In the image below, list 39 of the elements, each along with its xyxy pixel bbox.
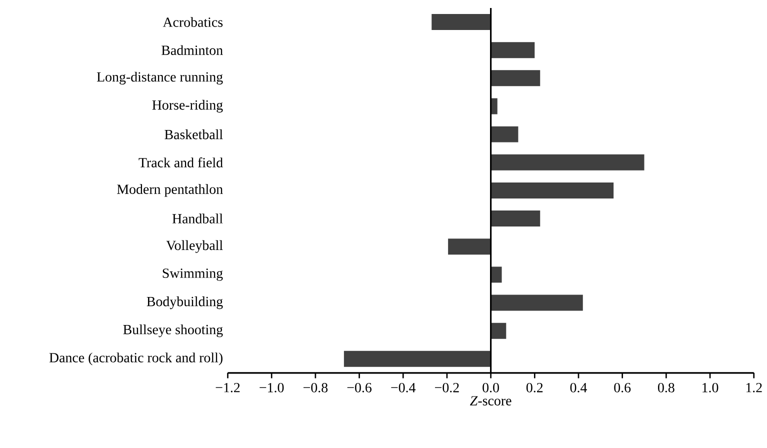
bar — [448, 238, 491, 255]
x-tick-label: −1.0 — [260, 383, 284, 393]
y-tick-label: Volleyball — [166, 240, 223, 254]
bar — [490, 182, 614, 199]
y-tick-label: Handball — [172, 214, 223, 224]
x-tick-label: 0.2 — [526, 383, 543, 393]
x-tick-label: −0.2 — [435, 383, 459, 393]
bar — [490, 154, 644, 171]
x-tick-label: 0.0 — [482, 383, 499, 393]
bar — [490, 323, 506, 340]
bar — [490, 210, 540, 227]
x-tick-label: 0.6 — [614, 383, 631, 393]
y-tick-label: Modern pentathlon — [117, 184, 223, 198]
y-tick-label: Dance (acrobatic rock and roll) — [49, 352, 222, 366]
y-tick-label: Track and field — [138, 158, 223, 168]
x-tick-label: 1.0 — [702, 383, 718, 393]
x-tick-label: −0.8 — [303, 383, 328, 393]
x-tick-label: −1.2 — [216, 383, 240, 393]
bar — [432, 14, 491, 30]
y-tick-label: Bodybuilding — [146, 296, 223, 310]
bar — [344, 351, 491, 368]
y-tick-label: Long-distance running — [96, 72, 223, 85]
x-tick-label: −0.6 — [347, 383, 372, 393]
bar — [490, 266, 502, 283]
x-tick-label: 0.8 — [658, 383, 674, 393]
y-tick-label: Acrobatics — [162, 17, 223, 28]
x-tick-label: 1.2 — [746, 383, 762, 393]
x-tick-label: −0.4 — [391, 383, 416, 393]
y-tick-label: Horse-riding — [152, 100, 223, 113]
y-tick-label: Bullseye shooting — [123, 324, 223, 338]
bar — [490, 70, 540, 86]
x-tick-label: 0.4 — [570, 383, 587, 393]
bar — [490, 294, 583, 311]
bar — [490, 126, 518, 143]
y-tick-label: Basketball — [164, 130, 223, 140]
y-tick-label: Badminton — [162, 45, 223, 56]
y-tick-label: Swimming — [162, 268, 223, 282]
x-axis-title: Z-score — [470, 396, 512, 406]
bar — [490, 42, 535, 58]
